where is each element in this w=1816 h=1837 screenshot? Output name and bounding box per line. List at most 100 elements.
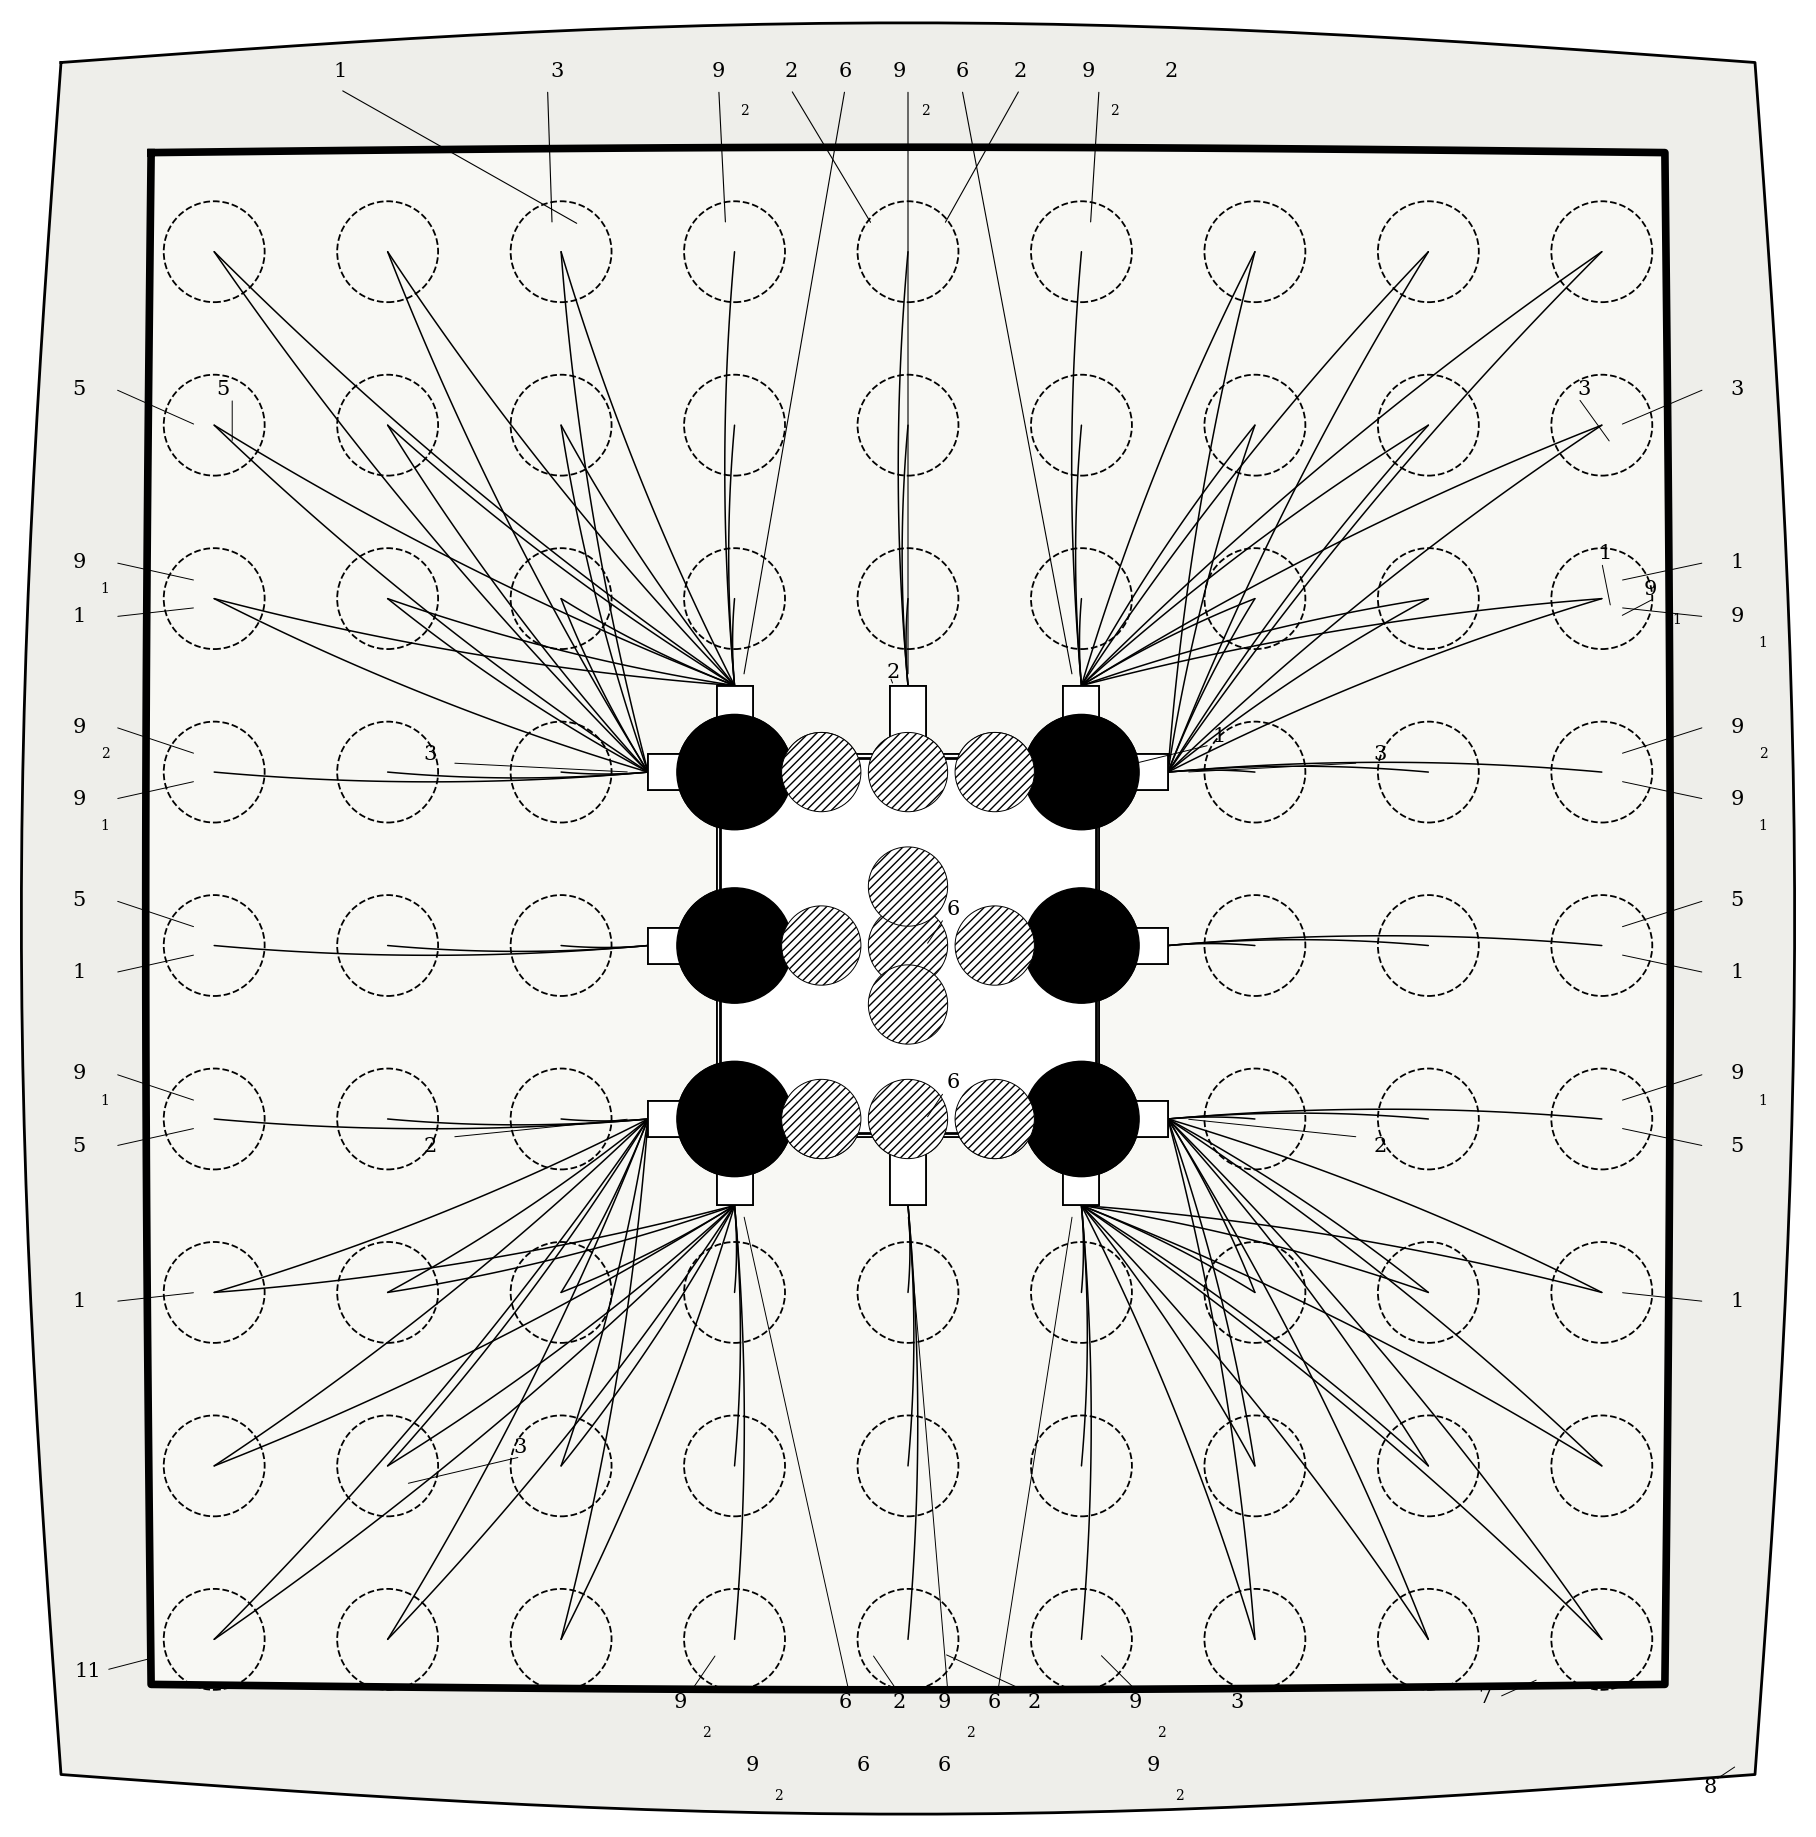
Circle shape bbox=[781, 906, 861, 985]
Text: 9: 9 bbox=[937, 1694, 952, 1712]
Circle shape bbox=[781, 1080, 861, 1159]
Text: 9: 9 bbox=[73, 718, 85, 737]
Bar bbox=[717, 685, 752, 1205]
Text: 5: 5 bbox=[73, 891, 85, 909]
Text: 1: 1 bbox=[1731, 1291, 1743, 1312]
Circle shape bbox=[868, 733, 948, 812]
Text: 3: 3 bbox=[1229, 1694, 1244, 1712]
Polygon shape bbox=[145, 147, 1671, 1690]
Text: 9: 9 bbox=[1731, 1064, 1743, 1084]
Circle shape bbox=[868, 906, 948, 985]
Bar bbox=[721, 757, 1095, 1133]
Text: 3: 3 bbox=[1576, 380, 1591, 399]
Circle shape bbox=[955, 906, 1035, 985]
Bar bbox=[648, 928, 1168, 964]
Circle shape bbox=[677, 715, 792, 830]
Circle shape bbox=[781, 1080, 861, 1159]
Text: 9: 9 bbox=[1731, 790, 1743, 808]
Text: 9: 9 bbox=[1130, 1694, 1142, 1712]
Text: 9: 9 bbox=[892, 61, 906, 81]
Text: 1: 1 bbox=[334, 61, 347, 81]
Bar bbox=[648, 928, 1168, 964]
Bar bbox=[1064, 685, 1099, 1205]
Text: 2: 2 bbox=[785, 61, 797, 81]
Text: 6: 6 bbox=[937, 1756, 950, 1775]
Text: 9: 9 bbox=[1148, 1756, 1160, 1775]
Text: 1: 1 bbox=[1731, 553, 1743, 571]
Circle shape bbox=[1024, 1062, 1139, 1178]
Text: 2: 2 bbox=[892, 1694, 906, 1712]
Text: 2: 2 bbox=[1028, 1694, 1041, 1712]
Text: 2: 2 bbox=[741, 105, 750, 118]
Text: 3: 3 bbox=[550, 61, 563, 81]
Text: 1: 1 bbox=[1731, 963, 1743, 983]
Text: 9: 9 bbox=[1643, 580, 1658, 599]
Text: 2: 2 bbox=[1373, 1137, 1387, 1155]
Bar bbox=[648, 753, 1168, 790]
Circle shape bbox=[677, 887, 792, 1003]
Text: 7: 7 bbox=[1478, 1688, 1491, 1707]
Polygon shape bbox=[22, 22, 1794, 1815]
Circle shape bbox=[868, 1080, 948, 1159]
Text: 9: 9 bbox=[73, 553, 85, 571]
Circle shape bbox=[955, 906, 1035, 985]
Text: 2: 2 bbox=[1013, 61, 1026, 81]
Text: 2: 2 bbox=[1758, 748, 1767, 761]
Text: 9: 9 bbox=[1731, 718, 1743, 737]
Text: 6: 6 bbox=[857, 1756, 870, 1775]
Text: 6: 6 bbox=[839, 1694, 852, 1712]
Circle shape bbox=[1024, 715, 1139, 830]
Bar bbox=[721, 757, 1095, 1133]
Text: 1: 1 bbox=[100, 582, 109, 597]
Bar bbox=[721, 757, 1095, 1133]
Text: 2: 2 bbox=[886, 663, 901, 683]
Text: 2: 2 bbox=[703, 1725, 710, 1740]
Text: 5: 5 bbox=[216, 380, 231, 399]
Bar bbox=[890, 685, 926, 1205]
Circle shape bbox=[868, 733, 948, 812]
Text: 6: 6 bbox=[988, 1694, 1001, 1712]
Text: 2: 2 bbox=[921, 105, 930, 118]
Text: 6: 6 bbox=[946, 900, 959, 918]
Text: 9: 9 bbox=[73, 790, 85, 808]
Bar bbox=[890, 685, 926, 1205]
Text: 1: 1 bbox=[1758, 819, 1767, 832]
Text: 5: 5 bbox=[73, 380, 85, 399]
Text: 2: 2 bbox=[774, 1789, 783, 1802]
Circle shape bbox=[781, 733, 861, 812]
Text: 9: 9 bbox=[712, 61, 725, 81]
Text: 9: 9 bbox=[746, 1756, 759, 1775]
Text: 8: 8 bbox=[1703, 1778, 1716, 1797]
Text: 9: 9 bbox=[1082, 61, 1095, 81]
Circle shape bbox=[868, 906, 948, 985]
Circle shape bbox=[677, 887, 792, 1003]
Circle shape bbox=[1024, 1062, 1139, 1178]
Text: 1: 1 bbox=[73, 1291, 85, 1312]
Circle shape bbox=[955, 733, 1035, 812]
Circle shape bbox=[1024, 715, 1139, 830]
Bar bbox=[648, 1100, 1168, 1137]
Circle shape bbox=[868, 1080, 948, 1159]
Text: 1: 1 bbox=[73, 963, 85, 983]
Bar bbox=[648, 1100, 1168, 1137]
Text: 6: 6 bbox=[839, 61, 852, 81]
Circle shape bbox=[677, 1062, 792, 1178]
Text: 5: 5 bbox=[1731, 891, 1743, 909]
Circle shape bbox=[868, 847, 948, 926]
Text: 6: 6 bbox=[955, 61, 968, 81]
Text: 2: 2 bbox=[1175, 1789, 1184, 1802]
Bar bbox=[1064, 685, 1099, 1205]
Text: 2: 2 bbox=[423, 1137, 438, 1155]
Circle shape bbox=[781, 906, 861, 985]
Circle shape bbox=[677, 1062, 792, 1178]
Text: 3: 3 bbox=[1373, 744, 1387, 764]
Text: 1: 1 bbox=[1758, 636, 1767, 650]
Text: 2: 2 bbox=[1110, 105, 1119, 118]
Circle shape bbox=[955, 1080, 1035, 1159]
Circle shape bbox=[955, 1080, 1035, 1159]
Circle shape bbox=[1024, 887, 1139, 1003]
Circle shape bbox=[868, 964, 948, 1043]
Text: 9: 9 bbox=[1731, 608, 1743, 626]
Bar bbox=[717, 685, 752, 1205]
Text: 6: 6 bbox=[946, 1073, 959, 1093]
